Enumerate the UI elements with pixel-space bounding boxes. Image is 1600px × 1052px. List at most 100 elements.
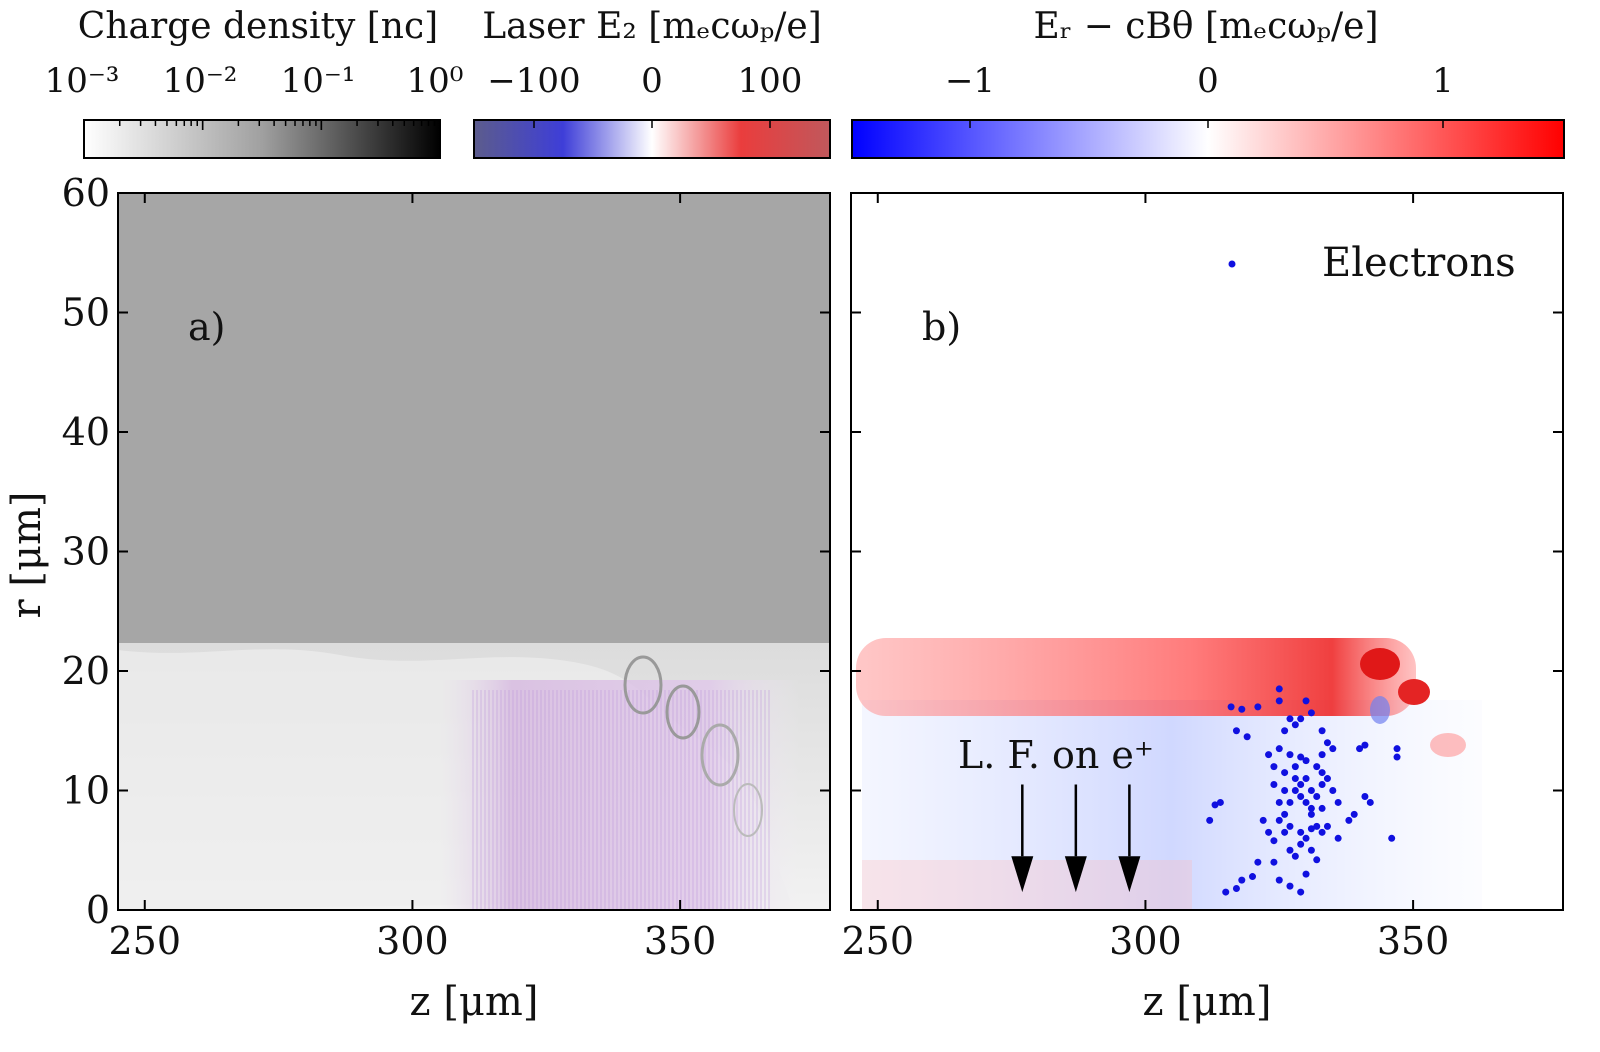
colorbar-density-tick-label: 10⁻¹ [281,61,356,101]
electron-point [1313,763,1321,771]
y-tick-label: 10 [62,769,110,813]
electron-point [1286,715,1294,723]
colorbar-laser-label: Laser E₂ [mₑcωₚ/e] [482,6,821,47]
electron-point [1297,715,1305,723]
electron-point [1265,751,1273,759]
colorbar-laser-tick-label: −100 [487,61,580,101]
electron-point [1291,852,1299,860]
electron-point [1249,873,1257,881]
electron-point [1238,876,1246,884]
x-tick-label: 350 [644,919,717,963]
electron-point [1302,834,1310,842]
electron-point [1307,810,1315,818]
electron-point [1275,876,1283,884]
panel-a-ticks: 250 300 350 0 10 20 30 40 50 60 [62,171,830,963]
electron-point [1286,751,1294,759]
colorbar-density-tick-label: 10⁻³ [45,61,120,101]
colorbar-laser-tick-label: 100 [738,61,803,101]
colorbar-density-bar [83,119,441,159]
electron-point [1323,775,1331,783]
electron-point [1281,769,1289,777]
electron-point [1270,781,1278,789]
y-tick-label: 30 [62,530,110,574]
electron-point [1318,769,1326,777]
electron-point [1286,846,1294,854]
electron-point [1318,751,1326,759]
electron-point [1243,733,1251,741]
panel-b-negative-field [862,700,1482,910]
panel-b-arrows [1011,784,1141,893]
electron-point [1323,822,1331,830]
panel-a-bubble [623,655,663,715]
colorbar-field-tick-label: 0 [1197,61,1219,101]
electron-point [1275,798,1283,806]
colorbar-laser: Laser E₂ [mₑcωₚ/e] −100 0 100 [473,6,831,159]
electron-point [1393,745,1401,753]
electron-point [1307,825,1315,833]
electron-point [1222,888,1230,896]
electron-point [1275,697,1283,705]
panel-b-annotation: L. F. on e⁺ [958,733,1154,777]
electron-point [1286,882,1294,890]
panel-a-laser-fringes [470,690,770,910]
electron-point [1318,804,1326,812]
panel-a-bubble [665,684,701,740]
electron-point [1334,834,1342,842]
electron-point [1361,741,1369,749]
colorbar-field-tick-label: 1 [1432,61,1454,101]
electron-point [1275,816,1283,824]
panel-a: a) 250 300 350 0 10 20 30 40 50 60 [62,171,831,963]
electron-point [1361,792,1369,800]
electron-point [1307,846,1315,854]
x-tick-label: 250 [109,919,182,963]
electron-point [1302,775,1310,783]
y-tick-label: 0 [86,888,110,932]
electron-point [1291,787,1299,794]
electron-point [1232,727,1240,735]
x-axis-label-a: z [μm] [410,979,539,1025]
electron-point [1302,697,1310,705]
electron-point [1307,709,1315,717]
electron-point [1281,727,1289,735]
panel-b-field-spot [1398,679,1430,705]
panel-b: L. F. on e⁺ Electrons b) 250 300 350 [842,192,1564,963]
electron-point [1291,721,1299,729]
electron-point [1270,858,1278,866]
electron-point [1211,801,1219,809]
electron-point [1318,727,1326,735]
electron-point [1206,816,1214,824]
y-tick-label: 50 [62,291,110,335]
electron-point [1216,798,1224,806]
colorbar-density-label: Charge density [nᴄ] [78,6,438,47]
electron-point [1393,753,1401,761]
electron-point [1232,884,1240,892]
electron-point [1291,775,1299,783]
electron-point [1286,798,1294,806]
electron-point [1313,792,1321,800]
electron-point [1254,703,1262,711]
electron-point [1302,870,1310,878]
x-tick-label: 300 [376,919,449,963]
colorbar-laser-tick-label: 0 [641,61,663,101]
electron-point [1275,745,1283,753]
electron-point [1318,828,1326,836]
panel-b-field-spot [1370,696,1390,724]
electron-point [1302,757,1310,765]
colorbar-field-label: Eᵣ − cBθ [mₑcωₚ/e] [1033,6,1378,47]
electron-point [1307,787,1315,794]
x-tick-label: 300 [1109,919,1182,963]
y-tick-label: 20 [62,649,110,693]
colorbar-density-tick-label: 10⁰ [407,61,464,101]
x-tick-label: 250 [842,919,915,963]
panel-b-tag: b) [922,305,961,349]
electron-point [1313,856,1321,864]
electron-point [1388,834,1396,842]
electron-point [1318,781,1326,789]
electron-point [1313,822,1321,830]
electron-point [1297,840,1305,848]
colorbar-density-ticks [83,120,441,130]
electron-point [1291,763,1299,771]
electron-point [1275,685,1283,693]
panel-b-positive-field [856,638,1416,716]
electron-point [1227,703,1235,711]
